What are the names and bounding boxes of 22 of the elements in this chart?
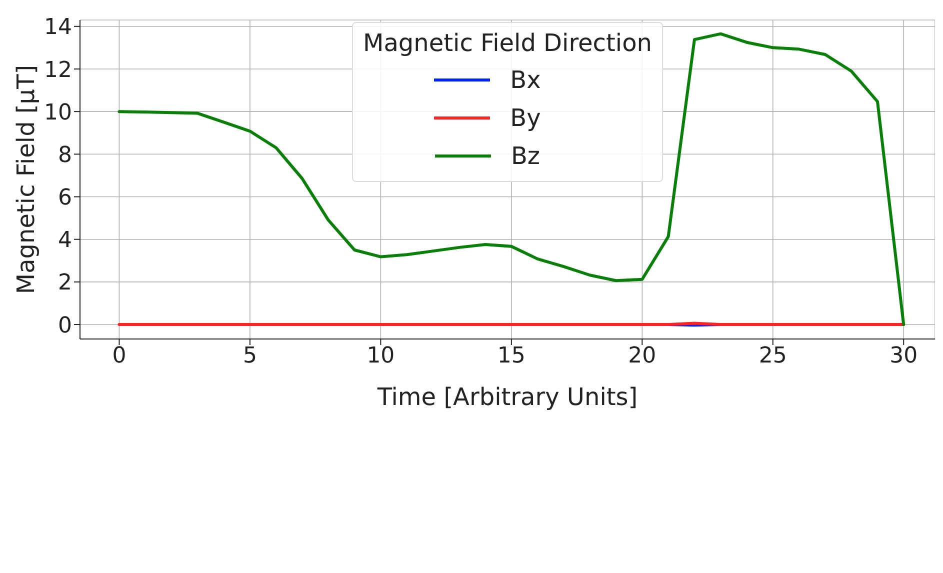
y-tick-label: 4 [58, 228, 72, 254]
y-axis-title: Magnetic Field [μT] [12, 64, 40, 294]
x-axis-title: Time [Arbitrary Units] [376, 383, 638, 411]
x-tick-label: 20 [628, 344, 656, 369]
y-tick-label: 8 [58, 142, 72, 168]
y-tick-label: 2 [58, 270, 72, 296]
x-tick-label: 15 [497, 344, 526, 369]
x-tick-label: 30 [890, 344, 918, 369]
x-tick-label: 25 [758, 344, 787, 369]
legend-label: By [510, 103, 541, 134]
y-tick-label: 10 [44, 100, 72, 126]
y-tick-label: 12 [44, 58, 72, 83]
legend-title: Magnetic Field Direction [363, 29, 652, 57]
legend-label: Bx [510, 65, 541, 96]
y-tick-label: 6 [58, 186, 72, 211]
y-tick-label: 14 [44, 15, 72, 40]
x-tick-label: 0 [112, 344, 126, 369]
x-tick-label: 10 [366, 344, 395, 369]
y-tick-label: 0 [58, 313, 72, 338]
x-tick-label: 5 [242, 344, 257, 369]
legend-label: Bz [510, 141, 540, 172]
line-series [118, 32, 906, 326]
